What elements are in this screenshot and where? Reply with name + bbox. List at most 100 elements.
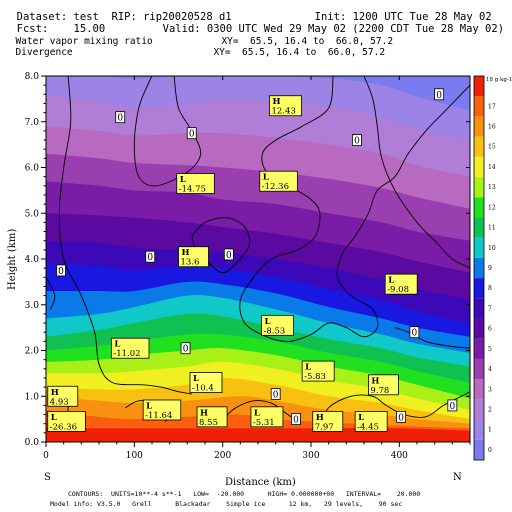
- zero-label-text: 0: [398, 413, 404, 423]
- center-box: [196, 406, 228, 428]
- divergence-contour-9: [46, 277, 56, 310]
- colorbar-swatch-1: [474, 419, 484, 440]
- divergence-contour-1: [133, 76, 202, 187]
- colorbar-label-4: 4: [488, 366, 492, 373]
- zero-label-text: 0: [183, 345, 189, 355]
- zero-label-box: [396, 410, 407, 423]
- low-center-8: L-10.4: [189, 372, 223, 394]
- zero-contour-label-18: 0: [186, 127, 197, 140]
- init-time: Init: 1200 UTC Tue 28 May 02: [314, 11, 492, 23]
- valid-time: Valid: 0300 UTC Wed 29 May 02 (2200 CDT …: [162, 23, 505, 35]
- high-center-12: H8.55: [196, 406, 228, 428]
- colorbar-label-9: 9: [488, 265, 492, 272]
- colorbar-label-11: 11: [488, 225, 496, 232]
- center-letter: L: [51, 413, 57, 423]
- zero-label-text: 0: [436, 91, 442, 101]
- colorbar-label-17: 17: [488, 103, 496, 110]
- center-value: -9.08: [387, 285, 409, 295]
- zero-label-text: 0: [117, 114, 123, 124]
- low-center-6: L-11.02: [110, 337, 150, 359]
- colorbar-units: 18 g kg-1: [486, 77, 512, 83]
- center-letter: L: [388, 276, 394, 286]
- y-tick-label-1: 1.0: [25, 392, 40, 402]
- center-box: [250, 406, 284, 428]
- zero-label-box: [56, 264, 66, 277]
- high-center-14: H7.97: [312, 411, 344, 432]
- colorbar-swatch-10: [474, 237, 484, 258]
- moisture-fill-level-18: [46, 428, 470, 442]
- colorbar-label-15: 15: [488, 144, 496, 151]
- low-center-11: L-11.64: [142, 399, 182, 421]
- colorbar-label-0: 0: [488, 447, 492, 454]
- center-value: 7.97: [315, 422, 334, 432]
- zero-label-box: [352, 134, 362, 146]
- center-box: [384, 273, 418, 295]
- center-letter: L: [180, 175, 186, 185]
- divergence-contour-7: [222, 400, 299, 422]
- zero-label-box: [223, 248, 234, 261]
- colorbar-label-3: 3: [488, 386, 492, 393]
- colorbar-label-14: 14: [488, 164, 496, 171]
- center-box: [178, 246, 209, 268]
- axis-tick-labels: 0 100 200 300 400 0.0 1.0 2.0 3.0 4.0 5.0 6.0 7.0 8.0: [25, 72, 409, 461]
- colorbar-swatch-2: [474, 399, 484, 420]
- zero-label-text: 0: [147, 253, 153, 263]
- colorbar-label-13: 13: [488, 184, 496, 191]
- high-center-0: H12.43: [269, 95, 302, 117]
- colorbar-swatch-9: [474, 257, 484, 279]
- zero-label-text: 0: [58, 267, 64, 277]
- zero-label-box: [145, 250, 156, 263]
- zero-label-box: [447, 399, 458, 412]
- field-title-divergence: Divergence: [15, 47, 73, 58]
- y-tick-label-3: 3.0: [25, 301, 40, 311]
- center-letter: L: [263, 173, 269, 183]
- center-value: -11.64: [145, 411, 172, 421]
- center-value: 13.6: [181, 258, 200, 268]
- zero-label-text: 0: [449, 402, 455, 412]
- center-value: -14.75: [179, 185, 206, 195]
- center-value: -5.83: [304, 372, 326, 382]
- zero-contour-label-22: 0: [223, 248, 234, 261]
- center-letter: L: [114, 340, 120, 350]
- y-tick-label-4: 4.0: [25, 255, 40, 265]
- colorbar-swatch-6: [474, 318, 484, 339]
- center-letter: H: [371, 376, 379, 386]
- center-box: [47, 385, 79, 407]
- low-center-2: L-12.36: [259, 170, 298, 192]
- y-tick-label-2: 2.0: [25, 347, 40, 357]
- center-value: -12.36: [262, 182, 289, 192]
- center-box: [368, 374, 399, 396]
- dataset-label: Dataset: test: [16, 11, 99, 23]
- center-value: -8.53: [264, 326, 286, 336]
- low-center-16: L-26.36: [47, 411, 86, 432]
- center-letter: L: [265, 317, 271, 327]
- high-center-3: H13.6: [178, 246, 209, 268]
- zero-contour-label-20: 0: [434, 88, 444, 101]
- center-letter: H: [200, 408, 208, 418]
- colorbar-frame: [473, 75, 485, 461]
- colorbar-swatch-15: [474, 136, 484, 157]
- x-axis-label: Distance (km): [225, 477, 296, 488]
- zero-contour-label-29: 0: [447, 399, 458, 412]
- zero-label-box: [115, 111, 126, 124]
- y-tick-label-8: 8.0: [25, 72, 40, 82]
- colorbar-label-12: 12: [488, 204, 496, 211]
- center-value: -26.36: [50, 422, 77, 432]
- zero-contour-label-25: 0: [180, 342, 191, 355]
- colorbar-swatch-11: [474, 217, 484, 238]
- center-box: [354, 411, 388, 432]
- colorbar-label-5: 5: [488, 346, 492, 353]
- divergence-contour-5: [394, 327, 470, 349]
- center-value: 4.93: [50, 397, 69, 407]
- field-title-mixing-ratio: Water vapor mixing ratio: [15, 36, 153, 47]
- zero-contour-label-19: 0: [352, 134, 362, 147]
- center-box: [142, 399, 182, 421]
- footer-contour-info: CONTOURS: UNITS=10**-4 s**-1 LOW= -20.00…: [68, 490, 421, 498]
- center-box: [269, 95, 302, 117]
- low-center-7: L-5.83: [301, 360, 335, 382]
- forecast-hour: Fcst: 15.00: [16, 23, 106, 35]
- colorbar-label-7: 7: [488, 305, 492, 312]
- center-value: 9.78: [370, 386, 389, 396]
- domain-label: d1: [218, 11, 232, 23]
- low-center-4: L-9.08: [384, 273, 418, 295]
